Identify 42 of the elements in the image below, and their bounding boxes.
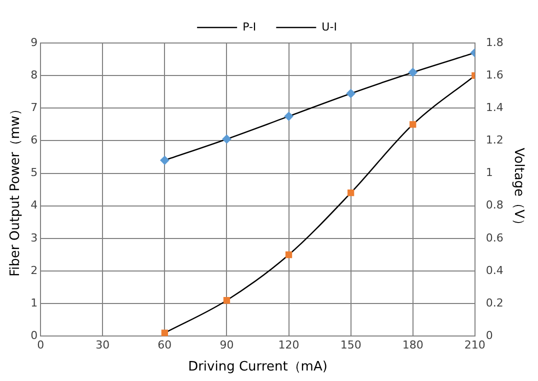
legend-label: P-I xyxy=(242,20,256,34)
x-tick-label: 180 xyxy=(402,338,424,352)
y-tick-label: 0 xyxy=(30,329,38,342)
point xyxy=(410,121,416,128)
legend-label: U-I xyxy=(322,20,337,34)
y-tick-label: 5 xyxy=(30,166,38,180)
y-axis-title: Fiber Output Power（mw） xyxy=(8,102,24,276)
y2-tick-label: 0 xyxy=(486,329,493,342)
point xyxy=(284,112,294,121)
x-tick-label: 150 xyxy=(340,338,362,352)
y2-axis-title: Voltage（V） xyxy=(510,148,526,232)
y2-tick-label: 0.6 xyxy=(486,231,504,244)
point xyxy=(346,88,356,98)
point xyxy=(223,297,230,304)
x-tick-label: 90 xyxy=(220,338,234,352)
point xyxy=(222,134,232,144)
point xyxy=(285,251,292,258)
y-tick-label: 8 xyxy=(30,68,38,82)
x-axis-title: Driving Current（mA) xyxy=(188,360,328,375)
y2-tick-label: 1.6 xyxy=(486,68,504,82)
point xyxy=(408,68,418,77)
x-tick-label: 30 xyxy=(96,338,110,352)
x-tick-label: 210 xyxy=(464,338,486,352)
y2-tick-label: 1.4 xyxy=(486,101,504,114)
y-tick-label: 2 xyxy=(30,264,38,277)
y-tick-label: 1 xyxy=(30,296,38,310)
y2-tick-label: 1.8 xyxy=(486,36,504,49)
y-tick-label: 7 xyxy=(30,101,38,114)
y2-tick-label: 1.2 xyxy=(486,134,504,147)
y2-tick-label: 1 xyxy=(486,166,493,180)
y-tick-label: 4 xyxy=(30,198,38,212)
y-tick-label: 6 xyxy=(30,134,38,147)
y2-tick-label: 0.4 xyxy=(486,264,504,277)
y-tick-label: 3 xyxy=(30,231,38,244)
y2-tick-label: 0.2 xyxy=(486,296,504,310)
point xyxy=(160,156,170,165)
point xyxy=(161,330,168,336)
x-tick-label: 120 xyxy=(278,338,300,352)
y2-tick-label: 0.8 xyxy=(486,198,504,212)
point xyxy=(347,190,354,196)
x-tick-label: 60 xyxy=(158,338,172,352)
y-tick-label: 9 xyxy=(30,36,38,49)
